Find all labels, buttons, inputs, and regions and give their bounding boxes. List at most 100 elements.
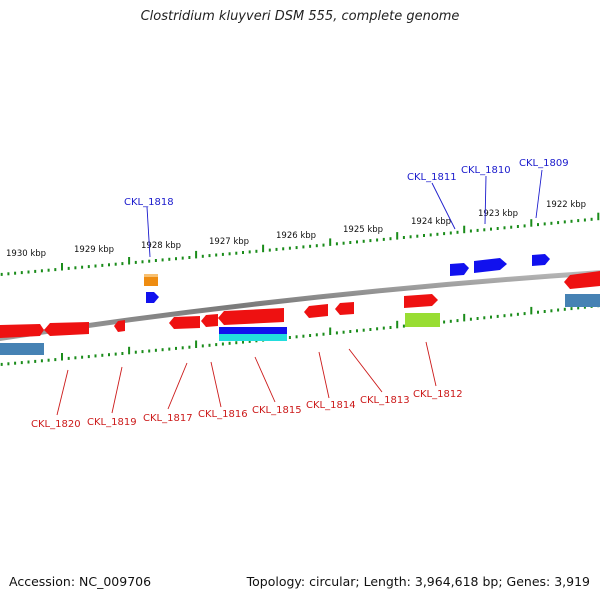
ruler-minor-tick (376, 238, 379, 242)
ruler-minor-tick (369, 239, 372, 243)
ruler-minor-tick (550, 309, 553, 313)
ruler-minor-tick (389, 237, 392, 241)
gene-label-ckl-1818[interactable]: CKL_1818 (124, 197, 174, 208)
gene-label-ckl-1816[interactable]: CKL_1816 (198, 409, 248, 420)
gene-labels-top: CKL_1818 CKL_1811 CKL_1810 CKL_1809 (124, 158, 569, 208)
leader-lines (56, 169, 543, 416)
gene-label-ckl-1811[interactable]: CKL_1811 (407, 172, 457, 183)
gene-labels-bottom: CKL_1820 CKL_1819 CKL_1817 CKL_1816 CKL_… (31, 389, 463, 430)
gene-red[interactable] (335, 302, 354, 315)
lower-genes (0, 294, 440, 355)
genome-backbone (0, 270, 600, 341)
ruler-minor-tick (476, 228, 479, 232)
ruler-minor-tick (14, 361, 17, 365)
gene-cyan[interactable] (219, 334, 287, 341)
ruler-minor-tick (382, 326, 385, 330)
gene-red[interactable] (304, 304, 328, 318)
ruler-major-tick (61, 353, 63, 361)
ruler-label: 1924 kbp (411, 217, 451, 227)
ruler-minor-tick (168, 347, 171, 351)
ruler-minor-tick (168, 257, 171, 261)
gene-label-ckl-1814[interactable]: CKL_1814 (306, 400, 356, 411)
ruler-minor-tick (188, 345, 191, 349)
ruler-minor-tick (349, 241, 352, 244)
ruler-minor-tick (523, 312, 526, 316)
gene-red[interactable] (44, 322, 89, 336)
ruler-minor-tick (235, 341, 238, 345)
ruler-minor-tick (557, 221, 560, 225)
ruler-minor-tick (54, 358, 57, 362)
ruler-minor-tick (27, 270, 30, 274)
ruler-minor-tick (175, 346, 177, 350)
ruler-minor-tick (302, 334, 305, 338)
ruler-minor-tick (342, 330, 345, 334)
ruler-minor-tick (175, 257, 177, 261)
ruler-lower-ticks (0, 299, 600, 366)
gene-label-ckl-1820[interactable]: CKL_1820 (31, 419, 81, 430)
ruler-major-tick (262, 244, 265, 253)
ruler-minor-tick (248, 250, 251, 254)
gene-red[interactable] (0, 324, 44, 338)
gene-label-ckl-1819[interactable]: CKL_1819 (87, 417, 137, 428)
gene-label-ckl-1812[interactable]: CKL_1812 (413, 389, 463, 400)
ruler-minor-tick (577, 306, 580, 310)
ruler-minor-tick (47, 268, 50, 272)
ruler-minor-tick (94, 354, 97, 358)
gene-label-ckl-1817[interactable]: CKL_1817 (143, 413, 193, 424)
gene-red[interactable] (201, 314, 218, 327)
ruler-minor-tick (87, 355, 90, 359)
ruler-minor-tick (255, 249, 258, 253)
gene-label-ckl-1813[interactable]: CKL_1813 (360, 395, 410, 406)
ruler-minor-tick (490, 315, 492, 319)
gene-label-ckl-1809[interactable]: CKL_1809 (519, 158, 569, 169)
gene-red[interactable] (114, 320, 125, 332)
accession-text: Accession: NC_009706 (9, 574, 152, 589)
ruler-label: 1927 kbp (209, 237, 249, 247)
ruler-minor-tick (228, 252, 231, 256)
ruler-minor-tick (20, 271, 23, 275)
ruler-minor-tick (108, 263, 110, 267)
ruler-minor-tick (67, 356, 70, 360)
ruler-minor-tick (315, 333, 318, 337)
ruler-major-tick (463, 313, 466, 322)
ruler-minor-tick (449, 231, 452, 235)
ruler-minor-tick (288, 336, 291, 339)
gene-highlight (144, 274, 158, 277)
gene-blue[interactable] (450, 263, 469, 276)
gene-red[interactable] (404, 294, 438, 308)
ruler-minor-tick (40, 269, 43, 273)
ruler-minor-tick (67, 266, 70, 270)
ruler-minor-tick (7, 362, 10, 366)
ruler-major-tick (396, 232, 399, 240)
ruler-major-tick (530, 219, 533, 227)
ruler-minor-tick (101, 353, 104, 357)
gene-red[interactable] (218, 308, 284, 325)
ruler-minor-tick (315, 244, 318, 248)
ruler-major-tick (61, 263, 63, 271)
ruler-minor-tick (208, 343, 211, 347)
gene-blue[interactable] (474, 258, 507, 273)
gene-blue[interactable] (146, 292, 159, 303)
gene-label-ckl-1810[interactable]: CKL_1810 (461, 165, 511, 176)
ruler-minor-tick (275, 247, 278, 251)
gene-blue[interactable] (219, 327, 287, 335)
gene-label-ckl-1815[interactable]: CKL_1815 (252, 405, 302, 416)
gene-lime[interactable] (405, 313, 440, 327)
ruler-minor-tick (362, 328, 365, 332)
gene-red[interactable] (169, 316, 200, 329)
ruler-minor-tick (295, 246, 298, 250)
ruler-minor-tick (215, 343, 218, 347)
ruler-minor-tick (141, 260, 144, 264)
ruler-minor-tick (161, 348, 164, 352)
ruler-minor-tick (443, 320, 446, 324)
ruler-minor-tick (436, 232, 439, 236)
gene-red[interactable] (564, 271, 600, 289)
gene-blue[interactable] (532, 254, 550, 266)
ruler-minor-tick (563, 220, 566, 224)
ruler-minor-tick (121, 352, 124, 355)
gene-steelblue[interactable] (565, 294, 600, 307)
ruler-major-tick (128, 346, 131, 355)
ruler-minor-tick (181, 346, 184, 350)
gene-steelblue[interactable] (0, 343, 44, 355)
